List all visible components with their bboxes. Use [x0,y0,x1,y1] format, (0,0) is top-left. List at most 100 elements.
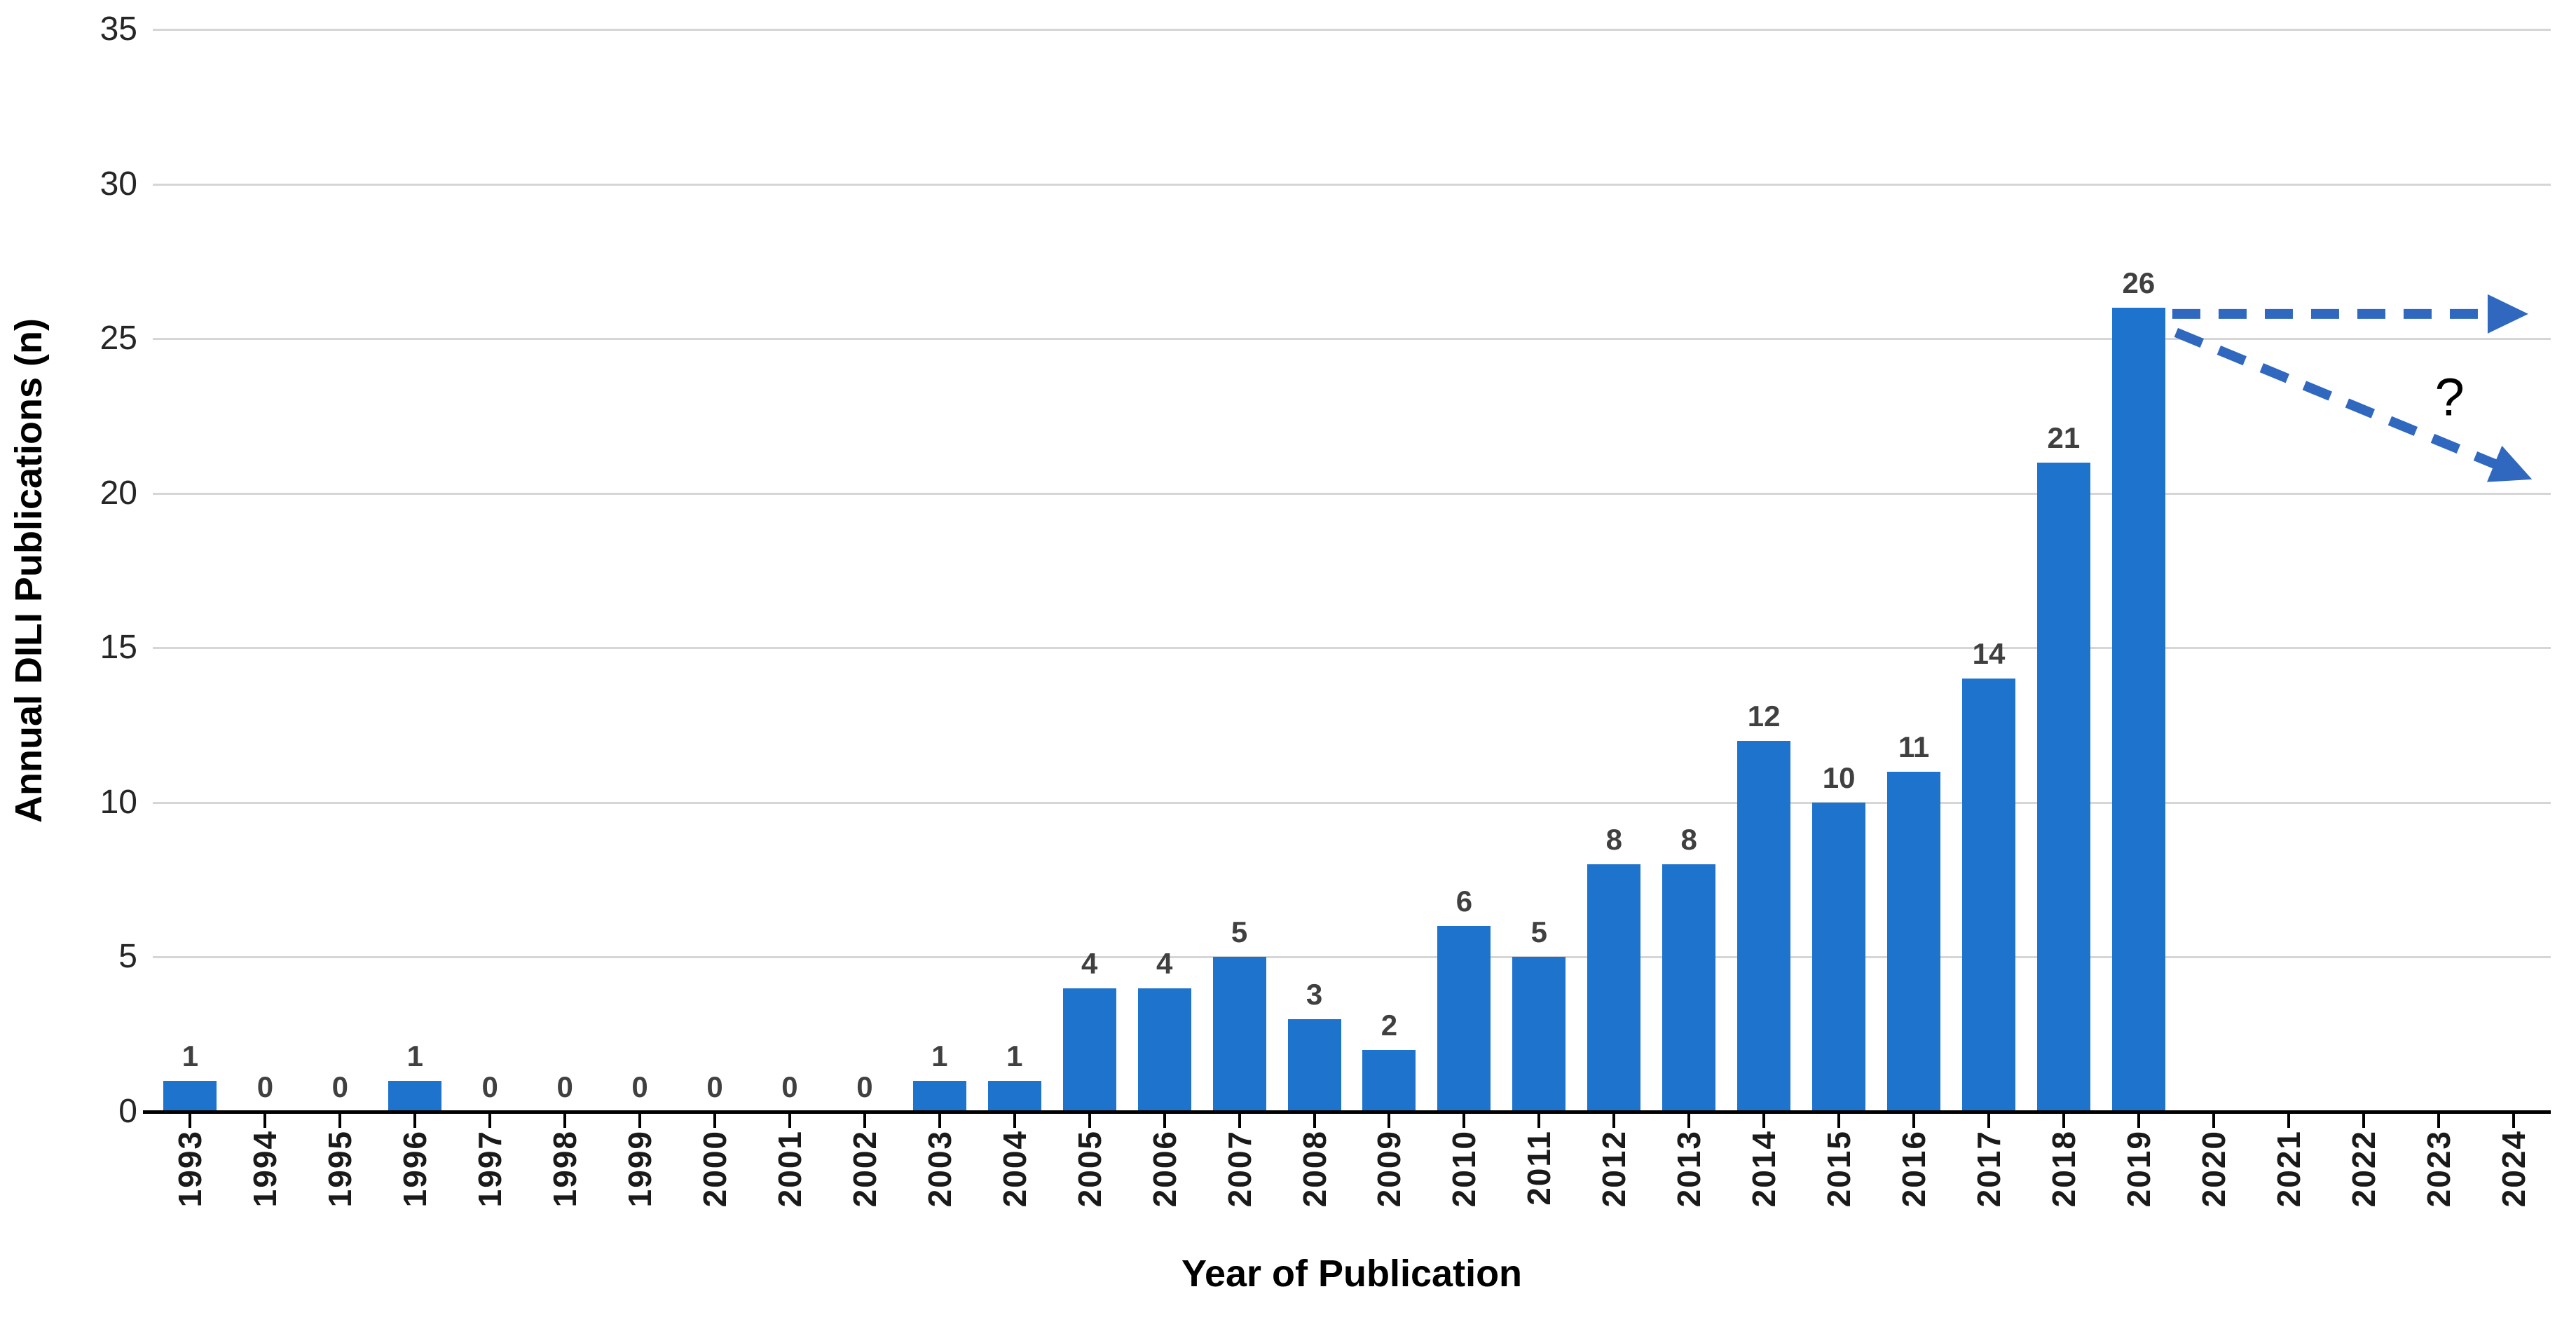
x-tick-label-2000: 2000 [697,1130,734,1208]
bar-2008 [1287,1018,1341,1112]
value-label-2003: 1 [931,1039,948,1072]
gridline-35 [153,29,2551,31]
x-tick-label-2007: 2007 [1221,1130,1258,1208]
gridline-15 [153,647,2551,650]
y-tick-label: 25 [100,320,137,357]
x-tick-label-1993: 1993 [172,1130,209,1208]
x-axis-tick [488,1114,492,1128]
x-tick-label-2011: 2011 [1521,1130,1558,1206]
x-tick-label-2015: 2015 [1821,1130,1858,1208]
y-tick-label: 5 [118,938,137,976]
value-label-2000: 0 [706,1070,723,1103]
value-label-1995: 0 [331,1070,349,1103]
x-tick-label-1997: 1997 [472,1130,509,1208]
value-label-2016: 11 [1898,730,1930,763]
x-tick-label-2022: 2022 [2345,1130,2382,1208]
value-label-2019: 26 [2122,266,2156,300]
x-tick-label-2024: 2024 [2495,1130,2532,1208]
x-axis-tick [1462,1114,1466,1128]
x-axis-tick [2287,1114,2290,1128]
x-axis-tick [788,1114,791,1128]
value-label-2001: 0 [781,1070,798,1103]
value-label-1993: 1 [181,1039,199,1072]
value-label-1994: 0 [256,1070,274,1103]
value-label-2014: 12 [1747,699,1781,732]
bar-2015 [1812,802,1866,1112]
bar-2004 [987,1080,1041,1112]
x-axis-tick [1088,1114,1091,1128]
x-axis-tick [2212,1114,2215,1128]
x-tick-label-2004: 2004 [996,1130,1033,1208]
x-tick-label-2009: 2009 [1371,1130,1408,1208]
gridline-10 [153,801,2551,804]
x-axis-tick [2512,1114,2515,1128]
value-label-2017: 14 [1972,637,2006,671]
value-label-1998: 0 [556,1070,573,1103]
value-label-2002: 0 [856,1070,873,1103]
x-tick-label-1996: 1996 [397,1130,434,1208]
x-axis-tick [189,1114,192,1128]
x-tick-label-1995: 1995 [322,1130,359,1208]
bar-2014 [1737,740,1791,1112]
x-tick-label-1994: 1994 [247,1130,284,1208]
y-tick-label: 35 [100,11,137,48]
x-tick-label-2021: 2021 [2270,1130,2307,1208]
x-axis-tick [1837,1114,1841,1128]
value-label-2008: 3 [1306,977,1323,1011]
value-label-2015: 10 [1822,761,1856,794]
value-label-1999: 0 [631,1070,648,1103]
x-tick-label-2002: 2002 [846,1130,883,1208]
bar-2006 [1137,988,1191,1112]
bar-2010 [1437,926,1491,1112]
y-tick-label: 0 [118,1093,137,1130]
bar-1996 [388,1080,442,1112]
bar-2016 [1887,771,1941,1112]
bar-2018 [2036,462,2090,1112]
bar-2019 [2111,308,2165,1112]
x-axis-tick [1013,1114,1016,1128]
x-tick-label-2018: 2018 [2045,1130,2082,1208]
value-label-2012: 8 [1605,823,1622,857]
x-axis-tick [1762,1114,1766,1128]
x-axis-tick [1163,1114,1166,1128]
x-tick-label-2017: 2017 [1970,1130,2007,1208]
value-label-1997: 0 [481,1070,498,1103]
x-tick-label-2010: 2010 [1446,1130,1483,1208]
y-tick-label: 10 [100,783,137,821]
x-axis-tick [938,1114,941,1128]
value-label-1996: 1 [406,1039,423,1072]
gridline-20 [153,492,2551,495]
x-axis-tick [1912,1114,1916,1128]
x-tick-label-2008: 2008 [1296,1130,1333,1208]
x-axis-tick [1388,1114,1391,1128]
bar-2005 [1062,988,1116,1112]
x-axis-line [143,1110,2551,1114]
bar-2007 [1212,957,1266,1112]
x-tick-label-2013: 2013 [1671,1130,1708,1208]
gridline-25 [153,338,2551,341]
x-axis-tick [638,1114,642,1128]
y-tick-label: 15 [100,629,137,667]
value-label-2009: 2 [1381,1008,1398,1042]
x-tick-label-2003: 2003 [921,1130,958,1208]
x-axis-tick [2137,1114,2140,1128]
bar-2013 [1662,864,1716,1112]
x-axis-tick [2437,1114,2440,1128]
value-label-2018: 21 [2047,421,2081,454]
x-axis-tick [563,1114,567,1128]
value-label-2011: 5 [1530,915,1548,949]
y-tick-label: 20 [100,474,137,512]
x-axis-tick [1687,1114,1691,1128]
x-tick-label-2023: 2023 [2420,1130,2457,1208]
value-label-2013: 8 [1680,823,1697,857]
x-axis-tick [2062,1114,2065,1128]
x-tick-label-2019: 2019 [2120,1130,2157,1208]
x-tick-label-2006: 2006 [1146,1130,1183,1208]
x-axis-tick [263,1114,267,1128]
x-tick-label-2020: 2020 [2195,1130,2232,1208]
value-label-2010: 6 [1455,885,1473,918]
gridline-30 [153,183,2551,186]
x-tick-label-1998: 1998 [547,1130,584,1208]
bar-2011 [1512,957,1566,1112]
x-axis-title: Year of Publication [1181,1253,1523,1295]
